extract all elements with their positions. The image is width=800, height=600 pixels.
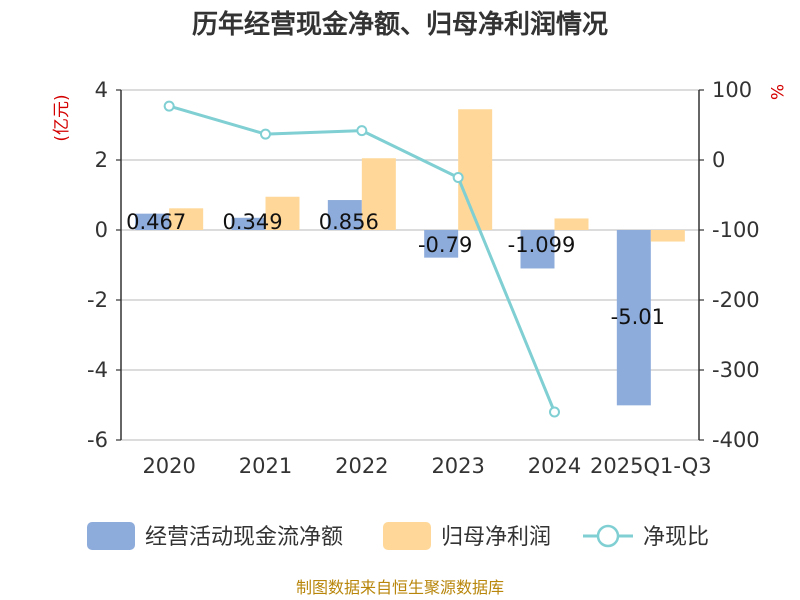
legend-item-cash-flow[interactable]: 经营活动现金流净额 [87,522,343,550]
category-label: 2020 [142,454,195,478]
right-tick-label: -400 [712,428,760,452]
cash-ratio-point[interactable] [549,406,560,418]
left-tick-label: 4 [95,78,108,102]
category-label: 2021 [239,454,292,478]
bar-cash-flow[interactable] [231,217,266,230]
bar-net-profit[interactable] [361,158,396,230]
right-axis-unit: % [766,84,786,100]
gridlines [116,89,704,441]
bar-data-label: 0.856 [319,210,379,234]
legend: 经营活动现金流净额 归母净利润 净现比 [87,522,709,550]
right-axis-ticks: 100 0 -100 -200 -300 -400 [712,78,760,452]
bar-cash-flow[interactable] [520,230,555,269]
legend-label-net-profit: 归母净利润 [441,525,551,550]
bar-data-label: 0.349 [222,210,282,234]
category-label: 2024 [528,454,581,478]
bar-cash-flow[interactable] [424,230,459,258]
bar-net-profit[interactable] [458,109,493,230]
bar-net-profit[interactable] [169,208,204,230]
category-label: 2022 [335,454,388,478]
bar-data-label: -0.79 [418,233,472,257]
bar-data-label: -5.01 [611,305,665,329]
right-tick-label: -300 [712,358,760,382]
left-tick-label: -6 [87,428,108,452]
category-labels: 2020 2021 2022 2023 2024 2025Q1-Q3 [142,454,711,478]
legend-swatch-cash-flow [87,522,135,550]
category-label: 2023 [431,454,484,478]
left-axis-unit: (亿元) [52,94,72,141]
left-tick-label: -2 [87,288,108,312]
left-tick-label: -4 [87,358,108,382]
category-label: 2025Q1-Q3 [590,454,712,478]
bar-cash-flow[interactable] [327,200,362,230]
right-tick-label: 0 [712,148,725,172]
chart-title: 历年经营现金净额、归母净利润情况 [192,9,608,40]
cash-ratio-point[interactable] [356,125,368,137]
legend-item-cash-ratio[interactable]: 净现比 [583,524,709,550]
cash-ratio-point[interactable] [260,128,271,140]
right-tick-label: 100 [712,78,752,102]
right-tick-label: -200 [712,288,760,312]
bar-net-profit[interactable] [265,196,300,230]
legend-label-cash-ratio: 净现比 [643,525,709,550]
cash-ratio-point[interactable] [452,172,464,183]
cash-ratio-polyline [168,104,556,413]
legend-swatch-net-profit [383,522,431,550]
bars [135,109,685,406]
left-tick-label: 2 [95,148,108,172]
right-tick-label: -100 [712,218,760,242]
bar-net-profit[interactable] [650,230,685,242]
legend-item-net-profit[interactable]: 归母净利润 [383,522,551,550]
cash-ratio-point[interactable] [163,100,175,112]
bar-net-profit[interactable] [554,218,589,230]
bar-cash-flow[interactable] [135,213,170,230]
bar-data-label: 0.467 [126,210,186,234]
cash-ratio-line [163,100,560,418]
bar-data-label: -1.099 [508,233,576,257]
legend-swatch-cash-ratio-marker [596,524,620,548]
data-source: 制图数据来自恒生聚源数据库 [296,578,504,597]
left-axis-ticks: 4 2 0 -2 -4 -6 [87,78,108,452]
legend-label-cash-flow: 经营活动现金流净额 [145,525,343,550]
left-tick-label: 0 [95,218,108,242]
bar-data-labels: 0.467 0.349 0.856 -0.79 -1.099 -5.01 [126,210,665,329]
bar-cash-flow[interactable] [616,230,651,406]
